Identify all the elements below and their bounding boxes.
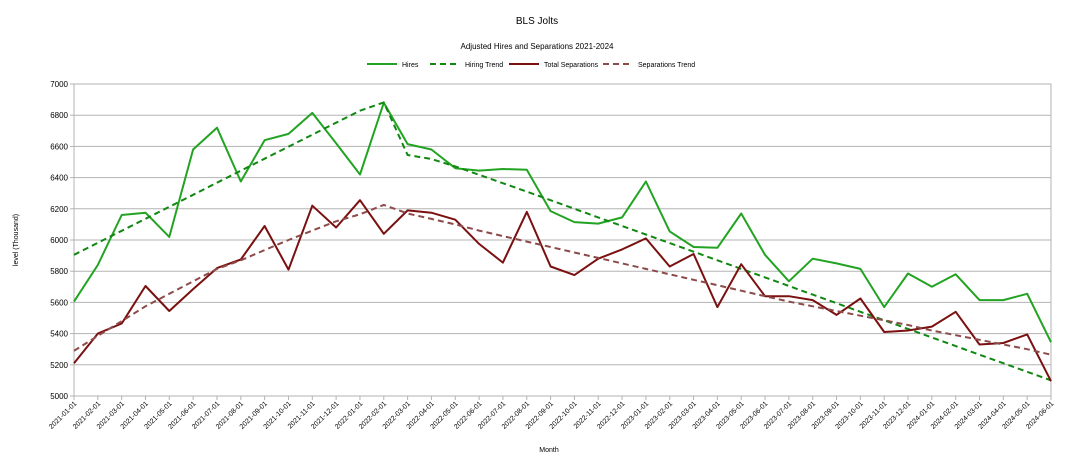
y-tick-label: 5600 [50,298,68,307]
legend-label: Hires [402,62,419,69]
chart-legend: Hires Hiring Trend Total Separations Separa… [367,62,695,69]
y-tick-label: 5000 [50,392,68,401]
y-tick-label: 5800 [50,267,68,276]
y-tick-label: 6000 [50,236,68,245]
y-tick-label: 6400 [50,174,68,183]
legend-label: Separations Trend [638,62,695,69]
y-tick-label: 5400 [50,330,68,339]
x-axis-label: Month [539,447,559,454]
series-line-separations-trend [73,203,1052,356]
legend-label: Hiring Trend [465,62,503,69]
y-tick-label: 7000 [50,80,68,89]
series-line-total-separations [73,199,1052,382]
y-tick-label: 6200 [50,205,68,214]
y-tick-label: 6600 [50,142,68,151]
series-layer [73,101,1052,382]
y-axis-label: level (Thousand) [13,214,20,266]
y-tick-label: 6800 [50,111,68,120]
chart-title: BLS Jolts [516,16,558,27]
chart-subtitle: Adjusted Hires and Separations 2021-2024 [461,42,615,51]
y-axis-ticks: 5000 5200 5400 5600 5800 6000 6200 6400 6600 6800… [50,80,74,401]
y-tick-label: 5200 [50,361,68,370]
legend-label: Total Separations [544,62,599,69]
